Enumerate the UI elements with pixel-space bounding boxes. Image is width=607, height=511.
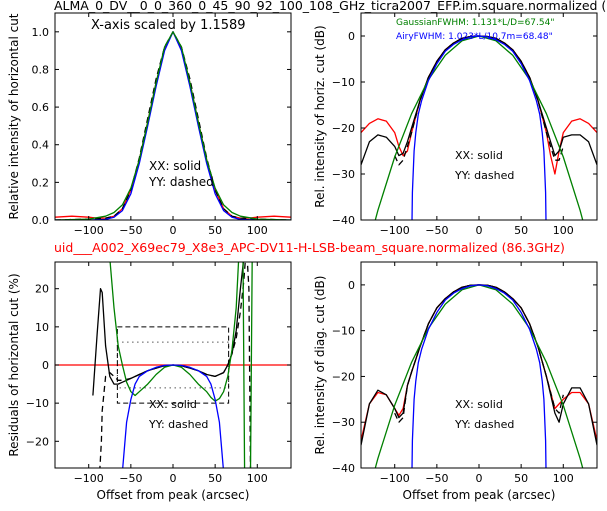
y-tick-label: −40 [332, 462, 355, 475]
y-tick-label: 0.8 [32, 63, 50, 76]
y-tick-label: −10 [332, 325, 355, 338]
x-tick-label: −100 [380, 224, 410, 237]
top-right-series-1 [361, 35, 597, 166]
x-tick-label: 50 [514, 472, 528, 485]
tolerance-box-outer [116, 326, 230, 404]
airy-fwhm-legend: AiryFWHM: 1.023*L/10.7m=68.48" [396, 32, 553, 42]
x-axis-label: Offset from peak (arcsec) [97, 488, 250, 502]
y-tick-label: −10 [332, 76, 355, 89]
bottom-right-frame [360, 261, 598, 469]
top-left-series-3 [55, 31, 291, 220]
bottom-right-series-4 [411, 284, 547, 468]
bottom-right-plot-area [361, 284, 597, 468]
y-axis-label: Relative intensity of horizontal cut [7, 13, 21, 219]
y-tick-label: 0.6 [32, 101, 50, 114]
gaussian-fwhm-legend: GaussianFWHM: 1.131*L/D=67.54" [396, 18, 554, 28]
y-tick-label: 1.0 [32, 26, 50, 39]
y-tick-label: 0 [42, 359, 49, 372]
yy-dashed-label: YY: dashed [454, 418, 514, 431]
x-tick-label: 0 [170, 472, 177, 485]
x-tick-label: 50 [208, 472, 222, 485]
x-tick-label: 100 [247, 472, 268, 485]
x-tick-label: −50 [425, 224, 448, 237]
y-tick-label: 0.4 [32, 139, 50, 152]
x-tick-label: 50 [208, 224, 222, 237]
x-tick-label: 100 [553, 224, 574, 237]
y-axis-label: Rel. intensity of diag. cut (dB) [313, 276, 327, 455]
x-tick-label: 0 [476, 224, 483, 237]
y-tick-label: −20 [26, 435, 49, 448]
y-tick-label: 0.0 [32, 214, 50, 227]
y-tick-label: −30 [332, 416, 355, 429]
xx-solid-label: XX: solid [149, 398, 197, 411]
top-left-series-0 [55, 31, 291, 219]
tolerance-box-inner [116, 341, 230, 389]
bottom-left-plot-area [55, 262, 291, 468]
bottom-right-series-2 [394, 284, 564, 423]
top-right-plot-area [361, 35, 597, 220]
x-tick-label: −100 [74, 224, 104, 237]
figure-title-mid: uid___A002_X69ec79_X8e3_APC-DV11-H-LSB-b… [54, 240, 565, 255]
y-tick-label: −10 [26, 397, 49, 410]
y-axis-label: Residuals of horizontal cut (%) [7, 273, 21, 456]
y-tick-label: 0.2 [32, 176, 50, 189]
top-left-series-1 [55, 31, 291, 220]
y-tick-label: −30 [332, 168, 355, 181]
figure-title-top: ALMA_0_DV__0_0_360_0_45_90_92_100_108_GH… [54, 0, 606, 13]
y-tick-label: 20 [35, 283, 49, 296]
top-right-frame [360, 12, 598, 221]
bottom-left-series-1 [99, 262, 252, 468]
x-tick-label: 100 [247, 224, 268, 237]
xx-solid-label: XX: solid [455, 149, 503, 162]
y-tick-label: −40 [332, 214, 355, 227]
x-tick-label: 50 [514, 224, 528, 237]
x-tick-label: −50 [425, 472, 448, 485]
x-tick-label: 0 [170, 224, 177, 237]
y-tick-label: −20 [332, 370, 355, 383]
x-axis-label: Offset from peak (arcsec) [403, 488, 556, 502]
x-tick-label: −50 [119, 472, 142, 485]
y-tick-label: 10 [35, 321, 49, 334]
xx-solid-label: XX: solid [149, 159, 201, 173]
y-tick-label: 0 [348, 279, 355, 292]
yy-dashed-label: YY: dashed [454, 169, 514, 182]
x-tick-label: −100 [380, 472, 410, 485]
top-left-plot-area [55, 31, 291, 220]
x-tick-label: 0 [476, 472, 483, 485]
x-scale-annotation: X-axis scaled by 1.1589 [91, 18, 246, 33]
yy-dashed-label: YY: dashed [148, 418, 208, 431]
x-tick-label: −100 [74, 472, 104, 485]
yy-dashed-label: YY: dashed [148, 175, 214, 189]
top-left-series-2 [55, 31, 291, 220]
bottom-left-series-2 [109, 262, 253, 468]
bottom-left-series-3 [122, 364, 224, 468]
y-tick-label: −20 [332, 122, 355, 135]
top-left-panel: −100 −50 0 50 100 0.0 0.2 0.4 0.6 0.8 1.0 Relative … [7, 12, 292, 237]
x-tick-label: −50 [119, 224, 142, 237]
y-tick-label: 0 [348, 30, 355, 43]
xx-solid-label: XX: solid [455, 398, 503, 411]
top-right-series-4 [411, 35, 547, 220]
y-axis-label: Rel. intensity of horiz. cut (dB) [313, 25, 327, 207]
x-tick-label: 100 [553, 472, 574, 485]
